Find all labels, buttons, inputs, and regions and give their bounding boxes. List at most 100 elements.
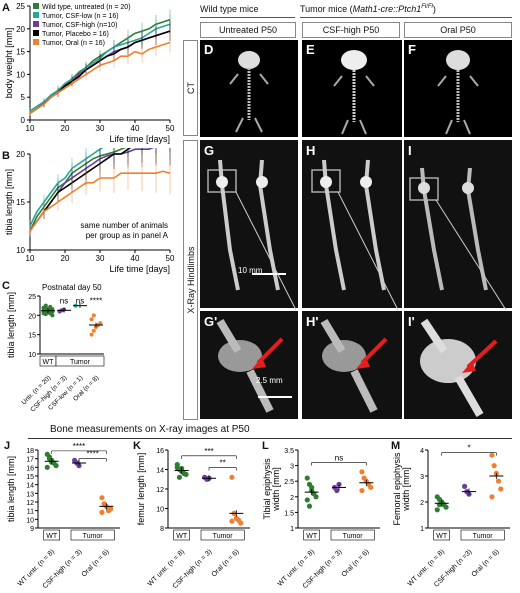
zoom-lines — [235, 191, 507, 311]
x-tick-label: 10 — [26, 254, 35, 263]
data-point — [89, 332, 94, 337]
legend-label: Tumor, Oral (n = 16) — [42, 40, 105, 47]
hindlimb-xray-icon — [311, 159, 386, 291]
legend-label: Tumor, CSF-high (n=10) — [42, 22, 117, 29]
y-axis-label: tibia length [mm] — [4, 169, 14, 235]
zoom-image-untreated — [200, 311, 298, 419]
data-point — [108, 506, 114, 512]
significance-label: **** — [90, 297, 102, 306]
y-tick-label: 1 — [420, 526, 424, 533]
data-point — [304, 475, 310, 481]
y-axis-label: Tibial epiphysis — [262, 458, 272, 520]
x-tick-label: 20 — [61, 254, 70, 263]
legend-swatch — [33, 12, 39, 18]
group-box-tumor — [460, 529, 505, 541]
series-line — [29, 170, 171, 232]
data-point — [91, 328, 96, 333]
x-tick-label: 40 — [131, 254, 140, 263]
panel-letter-f: F — [408, 42, 416, 57]
chart-title: Postnatal day 50 — [42, 283, 102, 292]
data-point — [183, 471, 189, 477]
y-tick-label: 12 — [26, 500, 34, 507]
y-tick-label: 3 — [290, 464, 294, 471]
x-tick-label: 40 — [131, 124, 140, 133]
ct-image-csf-high — [302, 40, 402, 137]
data-point — [176, 474, 183, 480]
x-tick-label: 30 — [96, 254, 105, 263]
y-tick-label: 2.5 — [284, 479, 294, 486]
y-tick-label: 14 — [156, 468, 164, 475]
data-point — [48, 304, 53, 309]
y-tick-label: 16 — [26, 465, 34, 472]
data-point — [98, 321, 103, 326]
group-label-wt: WT — [176, 533, 188, 540]
panel-letter-g-prime: G' — [204, 314, 218, 329]
significance-label: ns — [335, 453, 343, 462]
group-label-tumor: Tumor — [343, 533, 364, 540]
data-point — [229, 474, 235, 480]
legend-label: Wild type, untreated (n = 20) — [42, 4, 131, 11]
data-point — [91, 313, 96, 318]
y-tick-label: 10 — [26, 517, 34, 524]
y-tick-label: 9 — [30, 526, 34, 533]
group-label-tumor: Tumor — [70, 359, 91, 366]
bottom-title-rule — [28, 438, 512, 439]
group-label-wt: WT — [46, 533, 58, 540]
group-label-wt: WT — [306, 533, 318, 540]
xray-image-csf-high — [302, 140, 402, 308]
bottom-section-title: Bone measurements on X-ray images at P50 — [50, 424, 250, 435]
legend-swatch — [33, 39, 39, 45]
data-point — [368, 484, 374, 491]
tumor-suffix: ) — [432, 4, 436, 14]
panel-letter-a: A — [2, 2, 10, 14]
category-label: Oral (n = 6) — [471, 548, 501, 578]
y-tick-label: 20 — [16, 150, 25, 159]
panel-letter-h-prime: H' — [306, 314, 319, 329]
x-tick-label: 50 — [166, 124, 175, 133]
group-box-wt — [43, 529, 60, 541]
data-point — [489, 452, 495, 458]
y-tick-label: 25 — [16, 2, 25, 11]
group-box-wt — [303, 529, 320, 541]
chart-c: Postnatal day 50 10 15 20 25 tibia length [mm… — [6, 283, 105, 414]
y-axis-label: Femoral epiphysis — [392, 452, 402, 526]
y-tick-label: 1.5 — [284, 510, 294, 517]
group-label-tumor: Tumor — [473, 533, 494, 540]
wt-rule — [200, 17, 295, 18]
y-tick-label: 14 — [26, 483, 34, 490]
y-tick-label: 3 — [420, 474, 424, 481]
panel-letter-j: J — [4, 440, 11, 452]
category-label: Oral (n = 6) — [211, 548, 241, 578]
y-tick-label: 10 — [16, 246, 25, 255]
knee-xray-icon — [420, 318, 498, 418]
panel-letter-d: D — [204, 42, 214, 57]
significance-label: *** — [204, 447, 213, 456]
wild-type-header: Wild type mice — [200, 4, 259, 14]
data-point — [99, 495, 105, 501]
data-point — [99, 509, 105, 515]
y-tick-label: 17 — [26, 457, 34, 464]
group-box-tumor — [330, 529, 375, 541]
skeleton-ct-icon — [437, 50, 479, 135]
data-point — [53, 463, 59, 469]
data-point — [304, 497, 310, 503]
data-point — [313, 494, 319, 500]
series-line — [29, 148, 132, 232]
data-point — [89, 317, 94, 322]
y-tick-label: 10 — [16, 70, 25, 79]
tumor-rule — [300, 17, 512, 18]
y-tick-label: 11 — [27, 509, 34, 516]
legend-swatch — [33, 21, 39, 27]
legend-label: Tumor, Placebo = 16) — [42, 31, 109, 38]
scale-bar-2-5mm: 2.5 mm — [256, 376, 283, 385]
y-axis-label: body weight [mm] — [4, 28, 14, 99]
legend-label: Tumor, CSF-low (n = 16) — [42, 13, 119, 20]
y-tick-label: 13 — [26, 491, 34, 498]
data-point — [462, 483, 468, 489]
group-box-wt — [433, 529, 450, 541]
y-tick-label: 0 — [21, 116, 26, 125]
tumor-genotype: Math1-cre::Ptch1 — [352, 4, 422, 14]
data-point — [498, 486, 504, 492]
